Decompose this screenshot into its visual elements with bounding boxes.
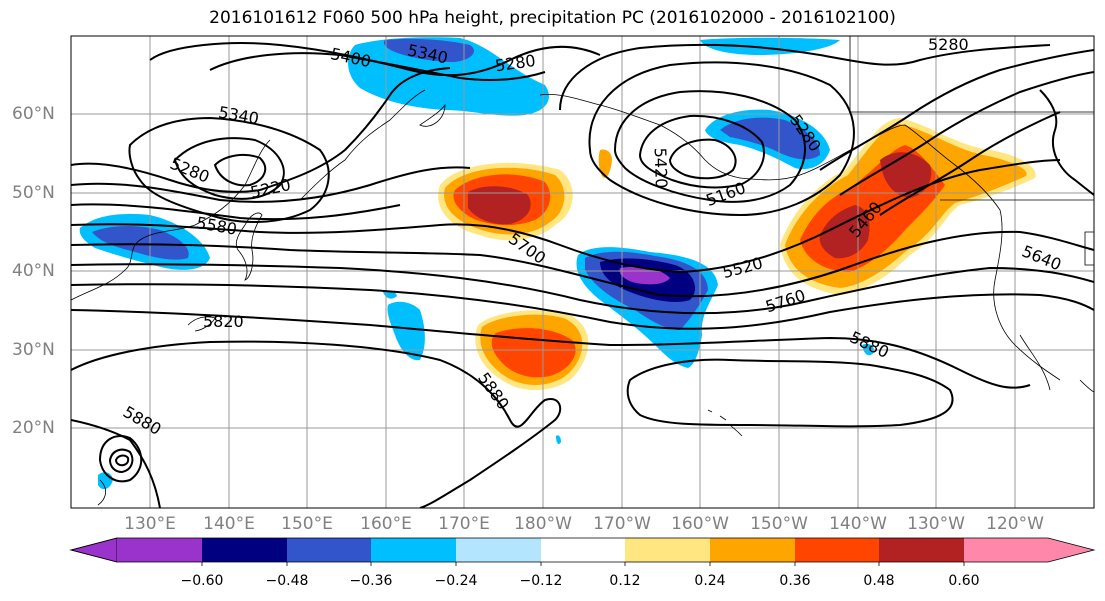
- contour-label: 5280: [928, 35, 969, 54]
- contour-label: 5280: [494, 51, 537, 75]
- contour-label: 5820: [203, 312, 244, 331]
- colorbar-segment: [456, 538, 541, 562]
- map-frame: [70, 35, 1095, 509]
- lon-label: 140°W: [829, 514, 887, 534]
- colorbar-segment: [625, 538, 710, 562]
- lon-label: 160°W: [671, 514, 729, 534]
- colorbar-segment: [879, 538, 964, 562]
- lon-label: 120°W: [986, 514, 1044, 534]
- lon-label: 130°E: [124, 514, 176, 534]
- colorbar-segment: [541, 538, 625, 562]
- lon-label: 170°W: [593, 514, 651, 534]
- colorbar-segment: [117, 538, 202, 562]
- colorbar-segment: [710, 538, 795, 562]
- colorbar-tick-label: −0.24: [434, 573, 478, 589]
- lat-label: 20°N: [12, 418, 55, 438]
- lon-label: 180°W: [514, 514, 572, 534]
- contour-label: 5520: [721, 253, 765, 282]
- colorbar-tick-label: 0.12: [609, 573, 641, 589]
- contour-label: 5160: [703, 178, 748, 210]
- colorbar-tick-label: −0.36: [349, 573, 393, 589]
- lat-label: 40°N: [12, 261, 55, 281]
- colorbar-segment: [371, 538, 456, 562]
- contour-label: 5340: [217, 102, 260, 128]
- contour-label: 5880: [847, 327, 892, 361]
- colorbar-tick-label: 0.24: [694, 573, 726, 589]
- lat-label: 50°N: [12, 183, 55, 203]
- colorbar-segment: [202, 538, 287, 562]
- colorbar-tick-label: −0.48: [265, 573, 309, 589]
- contour-label: 5420: [651, 147, 671, 188]
- lon-label: 170°E: [438, 514, 490, 534]
- colorbar-tick-label: 0.60: [948, 573, 980, 589]
- colorbar-tick-label: −0.60: [180, 573, 224, 589]
- lat-label: 60°N: [12, 104, 55, 124]
- height-contours: [71, 42, 1094, 508]
- colorbar-tick-label: 0.48: [863, 573, 895, 589]
- colorbar-tick-label: −0.12: [519, 573, 563, 589]
- map-title: 2016101612 F060 500 hPa height, precipit…: [209, 8, 896, 28]
- contour-label: 5880: [120, 402, 165, 439]
- colorbar-segment: [287, 538, 371, 562]
- graticule: [71, 36, 1094, 508]
- colorbar: [69, 537, 1096, 566]
- lon-label: 140°E: [203, 514, 255, 534]
- contour-label: 5760: [763, 286, 808, 317]
- contour-label: 5220: [249, 175, 293, 202]
- colorbar-low-extension: [69, 537, 118, 563]
- lon-label: 150°W: [750, 514, 808, 534]
- lon-label: 130°W: [907, 514, 965, 534]
- colorbar-tick-label: 0.36: [779, 573, 811, 589]
- colorbar-segment: [795, 538, 879, 562]
- lon-label: 160°E: [360, 514, 412, 534]
- lon-label: 150°E: [281, 514, 333, 534]
- colorbar-high-extension: [964, 538, 1094, 562]
- lat-label: 30°N: [12, 340, 55, 360]
